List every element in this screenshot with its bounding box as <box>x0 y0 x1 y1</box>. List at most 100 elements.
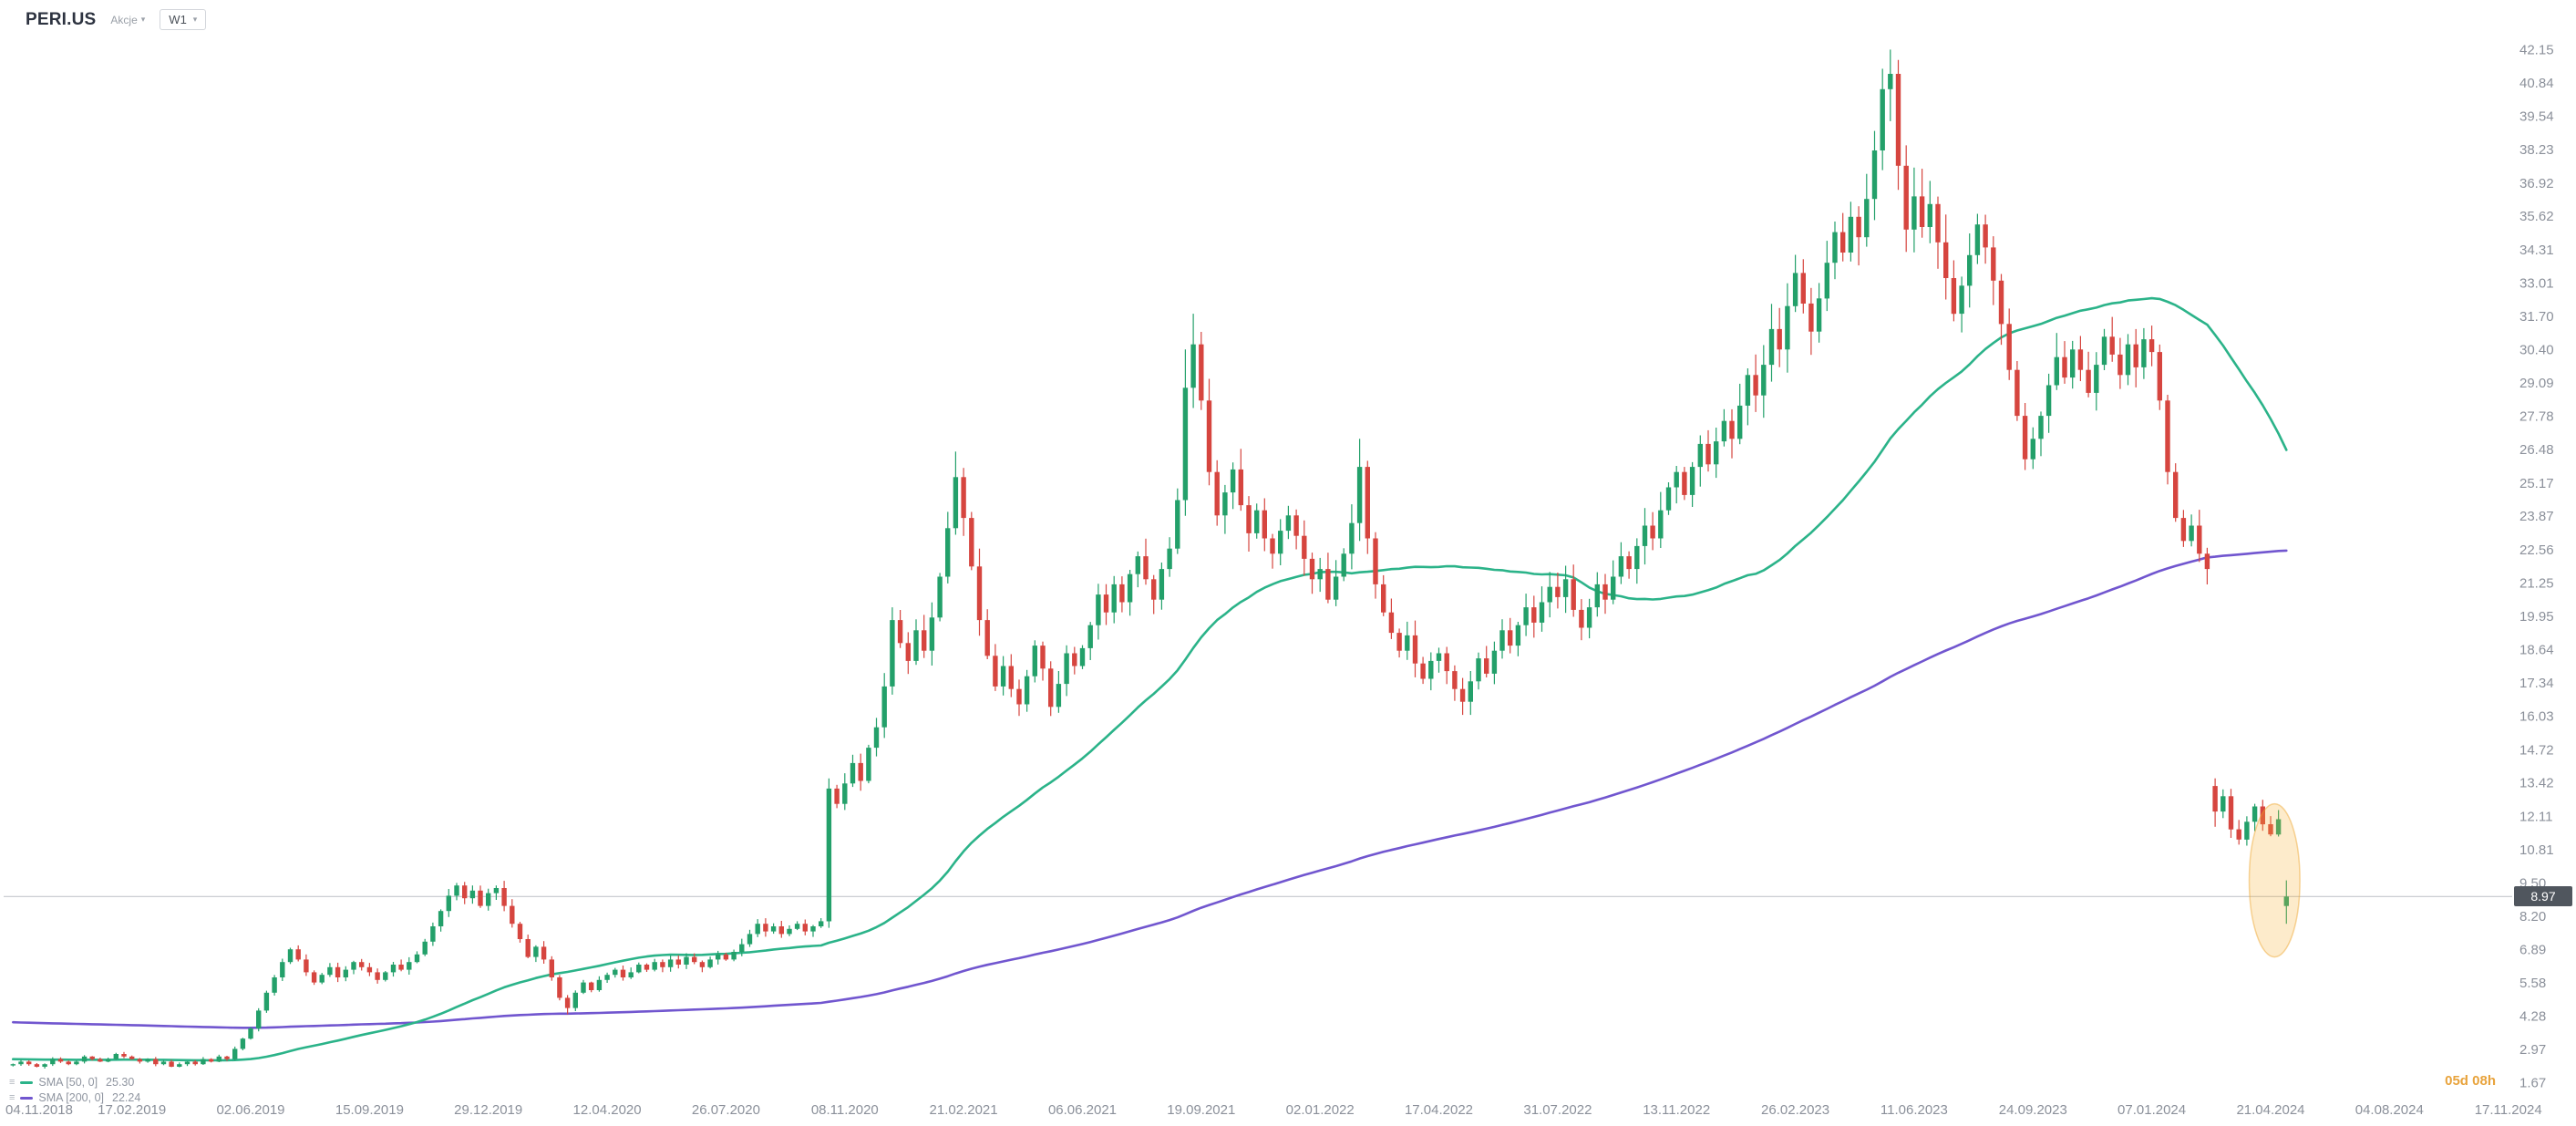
candle <box>589 981 594 993</box>
candle <box>2006 308 2012 380</box>
x-axis-tick: 04.08.2024 <box>2355 1102 2424 1118</box>
candle <box>192 1059 198 1066</box>
sma200-color-swatch <box>20 1096 34 1100</box>
candle <box>430 922 436 946</box>
candle <box>1499 619 1505 659</box>
candle <box>462 882 468 904</box>
candle <box>2189 514 2194 547</box>
candle <box>81 1055 88 1064</box>
candle <box>1840 212 1846 262</box>
candle <box>42 1063 47 1069</box>
candle <box>1626 551 1632 579</box>
candle <box>1206 378 1212 486</box>
last-price-badge: 8.97 <box>2514 886 2572 906</box>
candle <box>1682 467 1687 501</box>
candle <box>2109 316 2115 362</box>
candle <box>1785 283 1790 373</box>
indicator-row-sma50[interactable]: ≡ SMA [50, 0] 25.30 <box>9 1076 140 1089</box>
candle <box>295 945 301 962</box>
candle <box>929 602 935 666</box>
x-axis-tick: 17.04.2022 <box>1405 1102 1473 1118</box>
candle <box>438 909 444 932</box>
candle <box>596 976 603 992</box>
candle <box>390 962 397 977</box>
candle <box>446 889 451 917</box>
y-axis-tick: 25.17 <box>2519 476 2554 491</box>
candle <box>557 975 562 1001</box>
candle <box>1903 145 1909 253</box>
instrument-type-dropdown[interactable]: Akcje ▾ <box>110 14 145 26</box>
candle <box>240 1038 246 1050</box>
candle <box>739 938 745 956</box>
candle <box>2283 880 2289 925</box>
y-axis-tick: 10.81 <box>2519 842 2554 858</box>
candle <box>1729 408 1735 459</box>
y-axis-tick: 31.70 <box>2519 309 2554 325</box>
candle <box>2204 547 2210 584</box>
candle <box>1111 575 1117 624</box>
candle <box>2086 351 2091 398</box>
candle <box>1302 520 1307 576</box>
y-axis-tick: 26.48 <box>2519 442 2554 458</box>
candle <box>10 1063 15 1067</box>
candle <box>1705 429 1711 472</box>
candle <box>1412 620 1418 677</box>
candle <box>1642 508 1648 565</box>
candle <box>716 950 721 965</box>
candle <box>1388 598 1395 639</box>
candle <box>1594 572 1600 617</box>
y-axis-tick: 4.28 <box>2519 1009 2546 1025</box>
candle <box>1381 574 1386 616</box>
candle <box>74 1060 79 1066</box>
x-axis-tick: 19.09.2021 <box>1167 1102 1235 1118</box>
y-axis-tick: 39.54 <box>2519 109 2554 125</box>
candle <box>787 925 792 936</box>
y-axis-tick: 22.56 <box>2519 542 2554 558</box>
menu-icon: ≡ <box>9 1076 15 1088</box>
candle <box>1745 368 1751 426</box>
candle <box>263 990 270 1013</box>
candle <box>1665 482 1672 515</box>
candle <box>105 1058 111 1063</box>
candle <box>541 941 547 964</box>
candle <box>1674 466 1679 504</box>
candle <box>89 1056 95 1060</box>
x-axis-tick: 15.09.2019 <box>335 1102 404 1118</box>
indicator-row-sma200[interactable]: ≡ SMA [200, 0] 22.24 <box>9 1091 140 1104</box>
candle <box>1998 274 2004 346</box>
candle <box>287 947 294 965</box>
candle <box>121 1051 127 1059</box>
candle <box>469 885 476 904</box>
candle <box>1420 656 1426 685</box>
y-axis-tick: 40.84 <box>2519 76 2554 91</box>
candle <box>454 883 459 901</box>
candle <box>1167 537 1172 577</box>
candle <box>913 619 919 666</box>
candle <box>1270 533 1275 569</box>
indicator-legend: ≡ SMA [50, 0] 25.30 ≡ SMA [200, 0] 22.24 <box>9 1076 140 1104</box>
candle <box>2244 816 2250 846</box>
candle <box>2221 789 2226 819</box>
timeframe-dropdown[interactable]: W1 ▾ <box>160 9 207 30</box>
y-axis-tick: 16.03 <box>2519 709 2554 725</box>
candle <box>1832 222 1838 280</box>
candle <box>2260 800 2265 832</box>
x-axis-tick: 24.09.2023 <box>1999 1102 2067 1118</box>
menu-icon: ≡ <box>9 1091 15 1103</box>
candle <box>1737 383 1743 445</box>
candle <box>1293 509 1299 550</box>
candle <box>1056 671 1062 713</box>
indicator-label: SMA [50, 0] <box>38 1076 98 1089</box>
x-axis-tick: 11.06.2023 <box>1880 1102 1948 1118</box>
x-axis-tick: 17.11.2024 <box>2475 1102 2542 1118</box>
y-axis-tick: 13.42 <box>2519 776 2554 791</box>
candle <box>1562 565 1569 614</box>
candle <box>2038 411 2044 457</box>
candle <box>1309 553 1315 594</box>
candle <box>1658 491 1664 548</box>
candle <box>2251 803 2258 832</box>
candle <box>18 1059 24 1066</box>
candle <box>1650 511 1655 551</box>
candle <box>129 1055 135 1060</box>
